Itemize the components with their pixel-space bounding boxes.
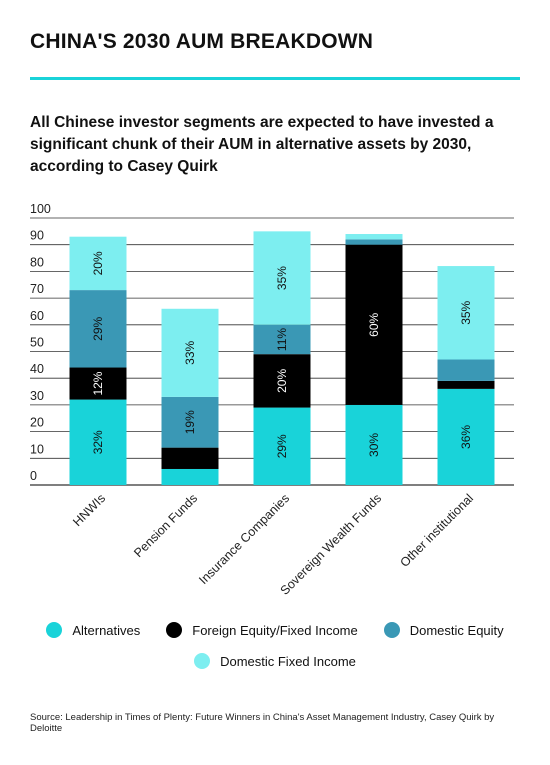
bar-segment [437,359,495,381]
y-tick-label: 70 [30,282,44,296]
legend-label-alternatives: Alternatives [72,622,141,638]
bar-segment [345,244,403,405]
data-label: 36% [459,425,473,449]
data-label: 12% [91,371,105,395]
legend-row-2: Domestic Fixed Income [0,653,550,669]
data-label: 11% [275,328,289,351]
source-note: Source: Leadership in Times of Plenty: F… [30,712,495,734]
data-label: 33% [183,341,197,365]
legend-swatch-domestic-equity [383,622,400,638]
bar-segment [69,290,127,368]
bar-segment [253,324,311,355]
y-tick-label: 40 [30,362,44,376]
legend: Alternatives Foreign Equity/Fixed Income… [0,622,550,684]
stacked-bar-chart: 0 10 20 30 40 50 60 70 80 90 100 32% 12% 29% 20% HNWIs 1… [30,202,514,598]
bar-segment [161,468,219,485]
x-tick-label: Sovereign Wealth Funds [278,491,385,598]
bar-segment [69,236,127,291]
x-tick-label: Pension Funds [131,491,200,560]
data-label: 19% [183,410,197,434]
legend-label-domestic-fixed: Domestic Fixed Income [220,653,356,669]
y-tick-label: 80 [30,255,44,269]
y-tick-label: 100 [30,202,51,216]
legend-row-1: Alternatives Foreign Equity/Fixed Income… [0,622,550,638]
chart-title: CHINA'S 2030 AUM BREAKDOWN [30,30,374,53]
bar-segment [161,396,219,448]
bar-segment [253,407,311,485]
legend-label-foreign: Foreign Equity/Fixed Income [192,622,358,638]
data-label: 32% [91,430,105,454]
legend-label-domestic-equity: Domestic Equity [409,622,504,638]
x-tick-label: Other institutional [397,491,476,570]
data-label: 29% [275,434,289,458]
bar-segment [345,404,403,485]
data-label: 29% [91,316,105,340]
legend-item-domestic-equity: Domestic Equity [383,622,504,638]
legend-item-domestic-fixed: Domestic Fixed Income [194,653,356,669]
legend-swatch-alternatives [46,622,63,638]
data-label: 30% [367,433,381,457]
x-tick-label: Insurance Companies [196,491,292,587]
bar-segment [161,447,219,469]
y-tick-label: 10 [30,442,44,456]
y-tick-label: 20 [30,416,44,430]
bar-segment [69,399,127,485]
legend-item-alternatives: Alternatives [46,622,140,638]
bar-segment [437,266,495,360]
title-divider [30,77,520,80]
y-tick-label: 30 [30,389,44,403]
bar-segment [437,380,495,389]
legend-swatch-foreign [166,622,183,638]
data-label: 35% [459,300,473,324]
y-tick-label: 90 [30,229,44,243]
bar-segment [161,308,219,397]
x-tick-label: HNWIs [70,491,108,529]
bar-segment [253,354,311,408]
data-label: 20% [91,251,105,275]
legend-swatch-domestic-fixed [194,653,211,669]
data-label: 35% [275,266,289,290]
bar-segment [345,239,403,245]
data-label: 60% [367,312,381,336]
chart-subtitle: All Chinese investor segments are expect… [30,114,494,175]
y-tick-label: 60 [30,309,44,323]
y-tick-label: 50 [30,336,44,350]
bar-segment [345,234,403,240]
bar-segment [437,388,495,485]
data-label: 20% [275,369,289,393]
legend-item-foreign: Foreign Equity/Fixed Income [166,622,358,638]
bar-segment [69,367,127,400]
bar-segment [253,231,311,325]
y-tick-label: 0 [30,469,37,483]
